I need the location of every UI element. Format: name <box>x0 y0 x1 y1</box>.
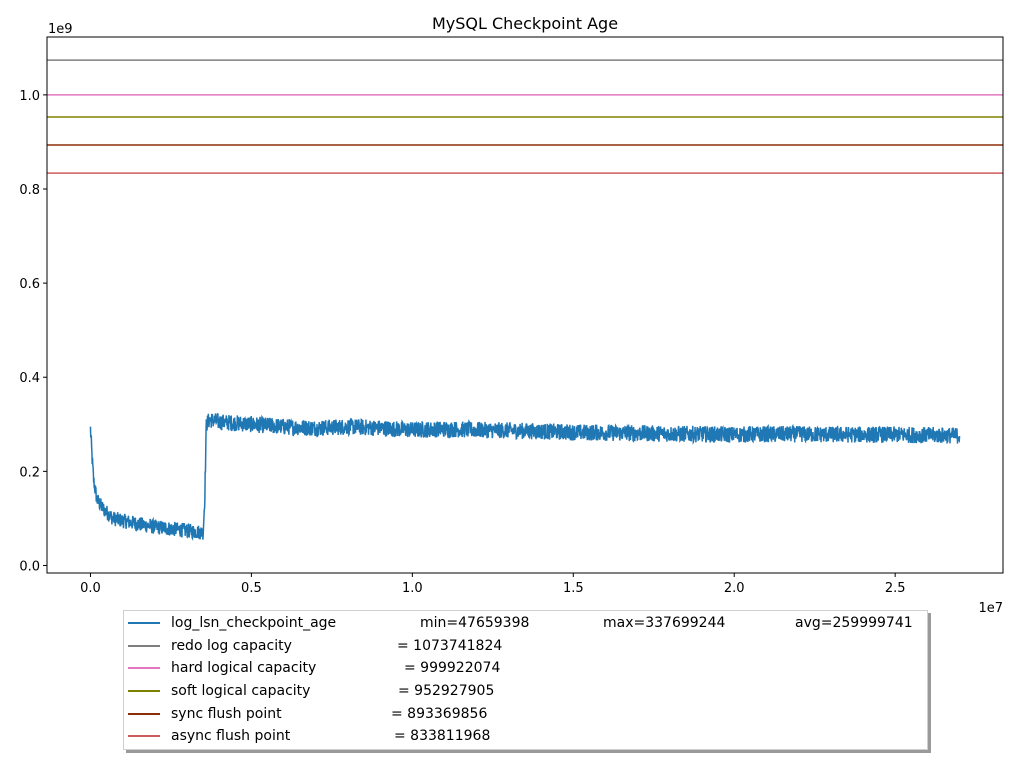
x-offset-label: 1e7 <box>978 601 1003 616</box>
x-tick-label: 2.5 <box>885 581 906 596</box>
legend-value: = 1073741824 <box>397 638 503 654</box>
legend-stat-min: min=47659398 <box>420 615 530 631</box>
y-offset-label: 1e9 <box>48 22 73 37</box>
legend-swatch-red <box>128 735 160 737</box>
legend-swatch-brown <box>128 713 160 715</box>
legend-item-redo-log-capacity: redo log capacity = 1073741824 <box>124 636 924 656</box>
plot-frame <box>46 36 1004 574</box>
legend-swatch-olive <box>128 690 160 692</box>
y-tick-label: 0.4 <box>19 371 40 386</box>
legend-value: = 999922074 <box>404 660 501 676</box>
x-tick-label: 0.0 <box>80 581 101 596</box>
legend-swatch-pink <box>128 667 160 669</box>
legend-label: soft logical capacity <box>171 683 311 699</box>
x-tick-label: 2.0 <box>724 581 745 596</box>
legend-label: sync flush point <box>171 706 282 722</box>
legend-swatch-blue <box>128 622 160 624</box>
legend: log_lsn_checkpoint_age min=47659398 max=… <box>123 610 928 750</box>
legend-swatch-gray <box>128 645 160 647</box>
x-tick-label: 0.5 <box>241 581 262 596</box>
legend-label: hard logical capacity <box>171 660 317 676</box>
legend-stat-avg: avg=259999741 <box>795 615 913 631</box>
x-tick-label: 1.5 <box>563 581 584 596</box>
y-tick-label: 0.0 <box>19 559 40 574</box>
legend-value: = 893369856 <box>391 706 488 722</box>
legend-label: log_lsn_checkpoint_age <box>171 615 337 631</box>
legend-value: = 952927905 <box>398 683 495 699</box>
y-tick-label: 0.8 <box>19 183 40 198</box>
x-tick-label: 1.0 <box>402 581 423 596</box>
y-tick-label: 0.2 <box>19 465 40 480</box>
y-tick-label: 0.6 <box>19 277 40 292</box>
chart-title: MySQL Checkpoint Age <box>432 14 618 33</box>
legend-stat-max: max=337699244 <box>603 615 726 631</box>
legend-item-sync-flush-point: sync flush point = 893369856 <box>124 704 924 724</box>
legend-value: = 833811968 <box>394 728 491 744</box>
legend-item-soft-logical-capacity: soft logical capacity = 952927905 <box>124 681 924 701</box>
series-line-log-lsn-checkpoint-age <box>89 413 961 541</box>
legend-label: async flush point <box>171 728 291 744</box>
legend-item-log-lsn-checkpoint-age: log_lsn_checkpoint_age min=47659398 max=… <box>124 613 924 633</box>
legend-label: redo log capacity <box>171 638 292 654</box>
y-tick-label: 1.0 <box>19 89 40 104</box>
legend-item-hard-logical-capacity: hard logical capacity = 999922074 <box>124 658 924 678</box>
legend-item-async-flush-point: async flush point = 833811968 <box>124 726 924 746</box>
